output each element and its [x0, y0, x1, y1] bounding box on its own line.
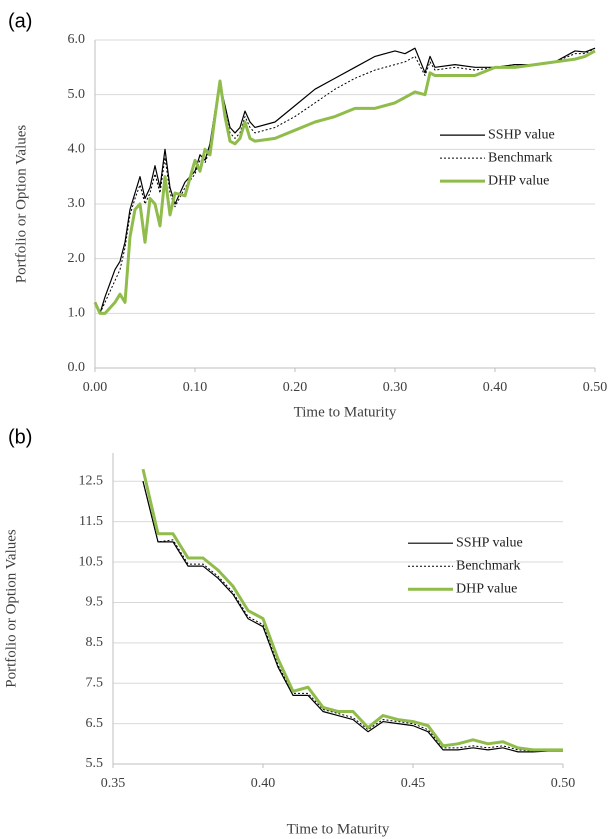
y-tick-label: 0.0 [68, 360, 86, 375]
y-tick-label: 1.0 [68, 306, 86, 321]
x-tick-label: 0.50 [583, 380, 608, 395]
panel-label: (a) [8, 10, 32, 32]
y-tick-label: 4.0 [68, 142, 86, 157]
legend-label: Benchmark [456, 558, 521, 573]
y-tick-label: 9.5 [86, 595, 104, 610]
x-tick-label: 0.40 [483, 380, 508, 395]
x-tick-label: 0.10 [183, 380, 208, 395]
y-tick-label: 12.5 [79, 473, 104, 488]
y-tick-label: 6.5 [86, 716, 104, 731]
legend-label: Benchmark [488, 150, 553, 165]
y-axis-title: Portfolio or Option Values [13, 125, 29, 284]
series-line [94, 47, 596, 314]
x-axis-title: Time to Maturity [287, 821, 390, 837]
x-tick-label: 0.35 [101, 776, 126, 791]
series-line [142, 481, 563, 753]
legend-label: SSHP value [456, 535, 523, 550]
x-axis-title: Time to Maturity [294, 404, 397, 420]
y-tick-label: 5.0 [68, 87, 86, 102]
panel-label: (b) [8, 426, 32, 448]
y-tick-label: 3.0 [68, 196, 86, 211]
y-tick-label: 2.0 [68, 251, 86, 266]
series-line [141, 468, 563, 752]
y-tick-label: 8.5 [86, 635, 104, 650]
y-tick-label: 6.0 [68, 32, 86, 47]
y-tick-label: 10.5 [79, 554, 104, 569]
series-line [93, 49, 596, 315]
x-tick-label: 0.20 [283, 380, 308, 395]
x-tick-label: 0.00 [83, 380, 108, 395]
x-tick-label: 0.30 [383, 380, 408, 395]
y-axis-title: Portfolio or Option Values [3, 529, 19, 688]
y-tick-label: 5.5 [86, 756, 104, 771]
legend-label: DHP value [456, 581, 517, 596]
y-tick-label: 7.5 [86, 675, 104, 690]
series-line [142, 481, 563, 752]
x-tick-label: 0.50 [551, 776, 576, 791]
legend-label: SSHP value [488, 127, 555, 142]
series-line [94, 47, 596, 314]
x-tick-label: 0.40 [251, 776, 276, 791]
y-tick-label: 11.5 [79, 514, 103, 529]
legend-label: DHP value [488, 173, 549, 188]
x-tick-label: 0.45 [401, 776, 426, 791]
